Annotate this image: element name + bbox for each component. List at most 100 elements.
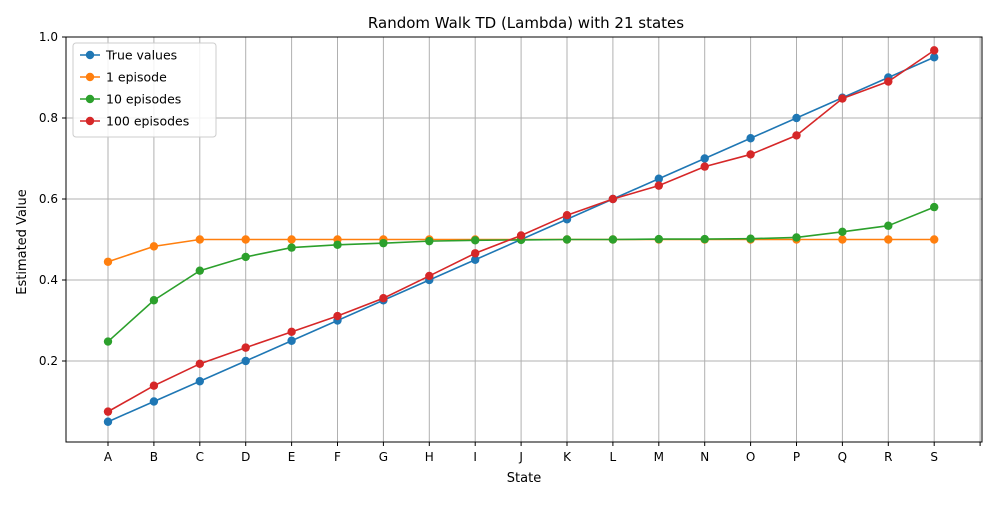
data-point [195, 377, 204, 386]
x-tick-label: H [425, 450, 434, 464]
x-tick-label: I [473, 450, 477, 464]
legend-label: True values [105, 48, 177, 63]
legend-swatch-marker [85, 50, 95, 60]
data-point [103, 417, 113, 426]
x-tick-label: A [104, 450, 113, 464]
x-tick-label: Q [838, 450, 847, 464]
data-point [241, 235, 250, 244]
data-point [746, 234, 755, 243]
series-3 [103, 202, 939, 346]
data-point [241, 252, 250, 262]
data-point [838, 94, 847, 103]
legend-swatch-marker [85, 94, 95, 104]
data-point [471, 236, 480, 245]
legend-item: 100 episodes [80, 114, 189, 129]
data-point [838, 235, 847, 244]
data-point [746, 150, 755, 159]
data-point [562, 235, 572, 244]
x-tick-label: L [610, 450, 617, 464]
legend-box [72, 42, 217, 138]
data-point [425, 236, 434, 246]
legend-item: True values [80, 48, 177, 63]
data-point [654, 181, 663, 190]
data-point [149, 381, 159, 390]
x-tick-label: J [518, 450, 523, 464]
legend-label: 10 episodes [106, 92, 181, 107]
data-point [287, 235, 296, 244]
y-tick-label: 1.0 [39, 30, 58, 44]
data-point [195, 266, 204, 275]
x-tick-label: G [379, 450, 388, 464]
data-point [471, 249, 480, 258]
data-point [930, 202, 939, 212]
data-point [287, 336, 296, 345]
series-4 [103, 46, 939, 416]
x-tick-label: P [793, 450, 800, 464]
data-point [884, 235, 893, 244]
data-point [195, 235, 204, 244]
data-point [792, 131, 801, 140]
data-point [930, 235, 939, 244]
y-tick-label: 0.2 [39, 354, 58, 368]
data-point [930, 53, 939, 62]
axes: A B C D E F G H I J K L M N O P Q R S 0.2 0.4 0.6 0.8 1.0 [39, 30, 983, 464]
x-tick-label: S [930, 450, 938, 464]
legend-item: 1 episode [80, 70, 167, 85]
data-point [103, 257, 113, 266]
data-point [333, 311, 342, 321]
y-tick-label: 0.8 [39, 111, 58, 125]
data-point [241, 343, 250, 352]
data-point [379, 294, 388, 303]
x-tick-label: R [884, 450, 892, 464]
legend: True values 1 episode 10 episodes 100 episo… [72, 42, 217, 138]
x-tick-label: K [563, 450, 572, 464]
x-tick-label: N [700, 450, 709, 464]
data-point [149, 397, 159, 406]
data-point [149, 242, 159, 251]
x-tick-label: F [334, 450, 341, 464]
data-point [333, 240, 342, 249]
data-point [287, 327, 296, 337]
data-point [103, 337, 113, 346]
data-point [287, 243, 296, 252]
legend-label: 1 episode [106, 70, 167, 85]
x-tick-label: B [150, 450, 158, 464]
data-point [471, 255, 480, 264]
data-point [654, 174, 663, 183]
x-axis-label: State [507, 471, 541, 486]
data-point [195, 359, 204, 369]
plot-frame [65, 36, 983, 443]
data-point [884, 221, 893, 230]
data-point [700, 162, 709, 171]
data-point [838, 227, 847, 237]
x-tick-label: M [654, 450, 664, 464]
data-point [700, 234, 709, 244]
legend-swatch-marker [85, 72, 95, 82]
x-tick-label: C [196, 450, 204, 464]
data-point [746, 134, 755, 143]
legend-item: 10 episodes [80, 92, 181, 107]
data-point [608, 194, 618, 204]
data-point [149, 296, 159, 305]
data-point [425, 271, 434, 281]
data-point [379, 238, 388, 248]
x-tick-label: D [241, 450, 250, 464]
data-point [241, 356, 250, 366]
legend-label: 100 episodes [106, 114, 189, 129]
chart-title: Random Walk TD (Lambda) with 21 states [368, 14, 684, 32]
data-point [792, 113, 801, 123]
data-point [792, 233, 801, 242]
y-axis-label: Estimated Value [15, 189, 30, 295]
data-point [516, 231, 526, 240]
x-tick-label: O [746, 450, 755, 464]
data-point [608, 235, 618, 244]
data-point [562, 211, 572, 220]
data-point [103, 407, 113, 416]
series-layer [103, 46, 939, 426]
data-point [700, 154, 709, 163]
data-point [930, 46, 939, 55]
y-tick-label: 0.6 [39, 192, 58, 206]
x-tick-label: E [288, 450, 296, 464]
